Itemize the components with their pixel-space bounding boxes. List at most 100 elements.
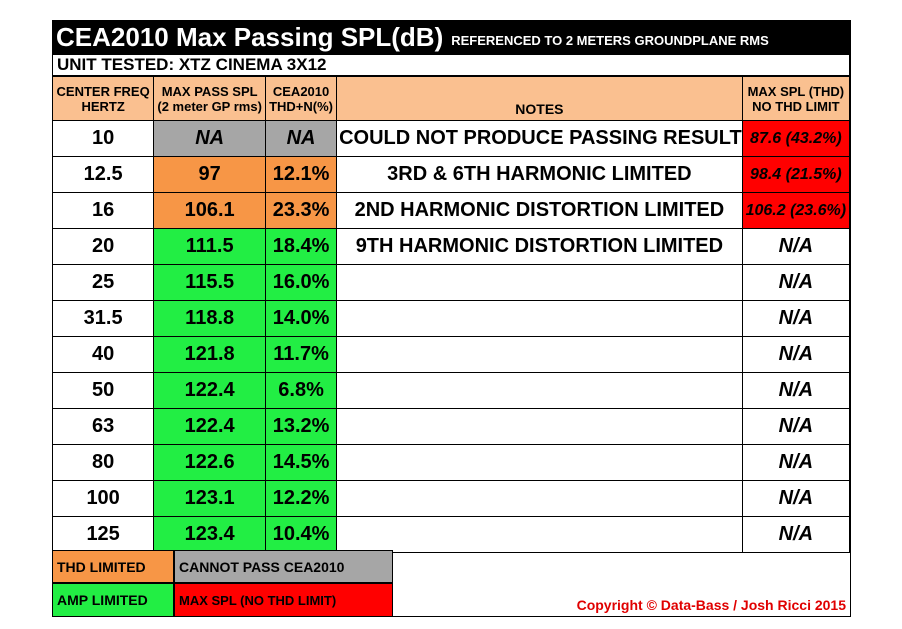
thd-cell: 14.5% (265, 444, 338, 481)
notes-cell (336, 480, 743, 517)
table-row: 20 111.5 18.4% 9TH HARMONIC DISTORTION LIMI… (51, 228, 851, 265)
table-row: 50 122.4 6.8% N/A (51, 372, 851, 409)
max-pass-spl-cell: 97 (153, 156, 267, 193)
max-pass-spl-cell: 115.5 (153, 264, 267, 301)
max-pass-spl-cell: 118.8 (153, 300, 267, 337)
center-freq-cell: 12.5 (51, 156, 155, 193)
center-freq-cell: 16 (51, 192, 155, 229)
max-spl-cell: N/A (741, 516, 851, 553)
page-subtitle: REFERENCED TO 2 METERS GROUNDPLANE RMS (451, 32, 769, 48)
notes-cell (336, 264, 743, 301)
header-notes: NOTES (336, 76, 743, 121)
unit-tested-label: UNIT TESTED: XTZ CINEMA 3X12 (52, 54, 850, 76)
table-row: 80 122.6 14.5% N/A (51, 444, 851, 481)
legend-thd-limited: THD LIMITED (52, 550, 174, 583)
center-freq-cell: 63 (51, 408, 155, 445)
table-row: 125 123.4 10.4% N/A (51, 516, 851, 553)
thd-cell: NA (265, 120, 338, 157)
cea2010-results-sheet: CEA2010 Max Passing SPL(dB) REFERENCED T… (51, 20, 851, 617)
max-spl-cell: N/A (741, 372, 851, 409)
max-pass-spl-cell: 111.5 (153, 228, 267, 265)
thd-cell: 6.8% (265, 372, 338, 409)
thd-cell: 11.7% (265, 336, 338, 373)
max-spl-cell: N/A (741, 444, 851, 481)
legend-max-spl: MAX SPL (NO THD LIMIT) (174, 583, 393, 617)
header-thd-line2: THD+N(%) (269, 98, 334, 114)
copyright-text: Copyright © Data-Bass / Josh Ricci 2015 (576, 597, 846, 613)
max-spl-cell: N/A (741, 264, 851, 301)
max-pass-spl-cell: 123.1 (153, 480, 267, 517)
center-freq-cell: 31.5 (51, 300, 155, 337)
max-spl-cell: N/A (741, 228, 851, 265)
header-max-spl: MAX SPL (THD) NO THD LIMIT (741, 76, 851, 121)
table-row: 31.5 118.8 14.0% N/A (51, 300, 851, 337)
header-center-freq-line2: HERTZ (81, 98, 125, 114)
title-bar: CEA2010 Max Passing SPL(dB) REFERENCED T… (52, 20, 850, 54)
header-center-freq: CENTER FREQ HERTZ (51, 76, 155, 121)
center-freq-cell: 50 (51, 372, 155, 409)
table-row: 63 122.4 13.2% N/A (51, 408, 851, 445)
thd-cell: 14.0% (265, 300, 338, 337)
table-row: 12.5 97 12.1% 3RD & 6TH HARMONIC LIMITED 98.… (51, 156, 851, 193)
legend-amp-limited: AMP LIMITED (52, 583, 174, 617)
thd-cell: 18.4% (265, 228, 338, 265)
header-max-pass-spl-line2: (2 meter GP rms) (157, 98, 262, 114)
header-max-pass-spl-line1: MAX PASS SPL (161, 83, 258, 99)
center-freq-cell: 40 (51, 336, 155, 373)
results-table: CENTER FREQ HERTZ MAX PASS SPL (2 meter … (51, 76, 851, 553)
thd-cell: 13.2% (265, 408, 338, 445)
max-spl-cell: 98.4 (21.5%) (741, 156, 851, 193)
header-max-pass-spl: MAX PASS SPL (2 meter GP rms) (153, 76, 267, 121)
header-center-freq-line1: CENTER FREQ (56, 83, 150, 99)
max-pass-spl-cell: 106.1 (153, 192, 267, 229)
table-row: 16 106.1 23.3% 2ND HARMONIC DISTORTION LIMI… (51, 192, 851, 229)
max-spl-cell: N/A (741, 408, 851, 445)
max-spl-cell: 87.6 (43.2%) (741, 120, 851, 157)
frame-border (52, 616, 850, 617)
center-freq-cell: 100 (51, 480, 155, 517)
table-row: 10 NA NA COULD NOT PRODUCE PASSING RESULT 87… (51, 120, 851, 157)
header-max-spl-line2: NO THD LIMIT (752, 98, 840, 114)
max-spl-cell: 106.2 (23.6%) (741, 192, 851, 229)
center-freq-cell: 125 (51, 516, 155, 553)
notes-cell (336, 516, 743, 553)
max-spl-cell: N/A (741, 480, 851, 517)
legend: THD LIMITED CANNOT PASS CEA2010 AMP LIMI… (52, 550, 850, 617)
thd-cell: 23.3% (265, 192, 338, 229)
notes-cell: 2ND HARMONIC DISTORTION LIMITED (336, 192, 743, 229)
thd-cell: 12.2% (265, 480, 338, 517)
legend-cannot-pass: CANNOT PASS CEA2010 (174, 550, 393, 583)
notes-cell (336, 300, 743, 337)
center-freq-cell: 10 (51, 120, 155, 157)
max-pass-spl-cell: 122.4 (153, 372, 267, 409)
thd-cell: 12.1% (265, 156, 338, 193)
header-thd-line1: CEA2010 (272, 83, 330, 99)
max-spl-cell: N/A (741, 300, 851, 337)
thd-cell: 16.0% (265, 264, 338, 301)
notes-cell: 9TH HARMONIC DISTORTION LIMITED (336, 228, 743, 265)
thd-cell: 10.4% (265, 516, 338, 553)
notes-cell (336, 336, 743, 373)
table-header-row: CENTER FREQ HERTZ MAX PASS SPL (2 meter … (51, 76, 851, 121)
frame-border (850, 20, 851, 617)
header-thd: CEA2010 THD+N(%) (265, 76, 338, 121)
notes-cell (336, 408, 743, 445)
header-max-spl-line1: MAX SPL (THD) (747, 83, 845, 99)
notes-cell: 3RD & 6TH HARMONIC LIMITED (336, 156, 743, 193)
notes-cell (336, 372, 743, 409)
max-pass-spl-cell: NA (153, 120, 267, 157)
table-row: 40 121.8 11.7% N/A (51, 336, 851, 373)
max-spl-cell: N/A (741, 336, 851, 373)
center-freq-cell: 20 (51, 228, 155, 265)
table-row: 25 115.5 16.0% N/A (51, 264, 851, 301)
max-pass-spl-cell: 122.6 (153, 444, 267, 481)
notes-cell (336, 444, 743, 481)
max-pass-spl-cell: 121.8 (153, 336, 267, 373)
notes-cell: COULD NOT PRODUCE PASSING RESULT (336, 120, 743, 157)
center-freq-cell: 25 (51, 264, 155, 301)
max-pass-spl-cell: 122.4 (153, 408, 267, 445)
center-freq-cell: 80 (51, 444, 155, 481)
table-row: 100 123.1 12.2% N/A (51, 480, 851, 517)
max-pass-spl-cell: 123.4 (153, 516, 267, 553)
page-title: CEA2010 Max Passing SPL(dB) (56, 21, 444, 52)
